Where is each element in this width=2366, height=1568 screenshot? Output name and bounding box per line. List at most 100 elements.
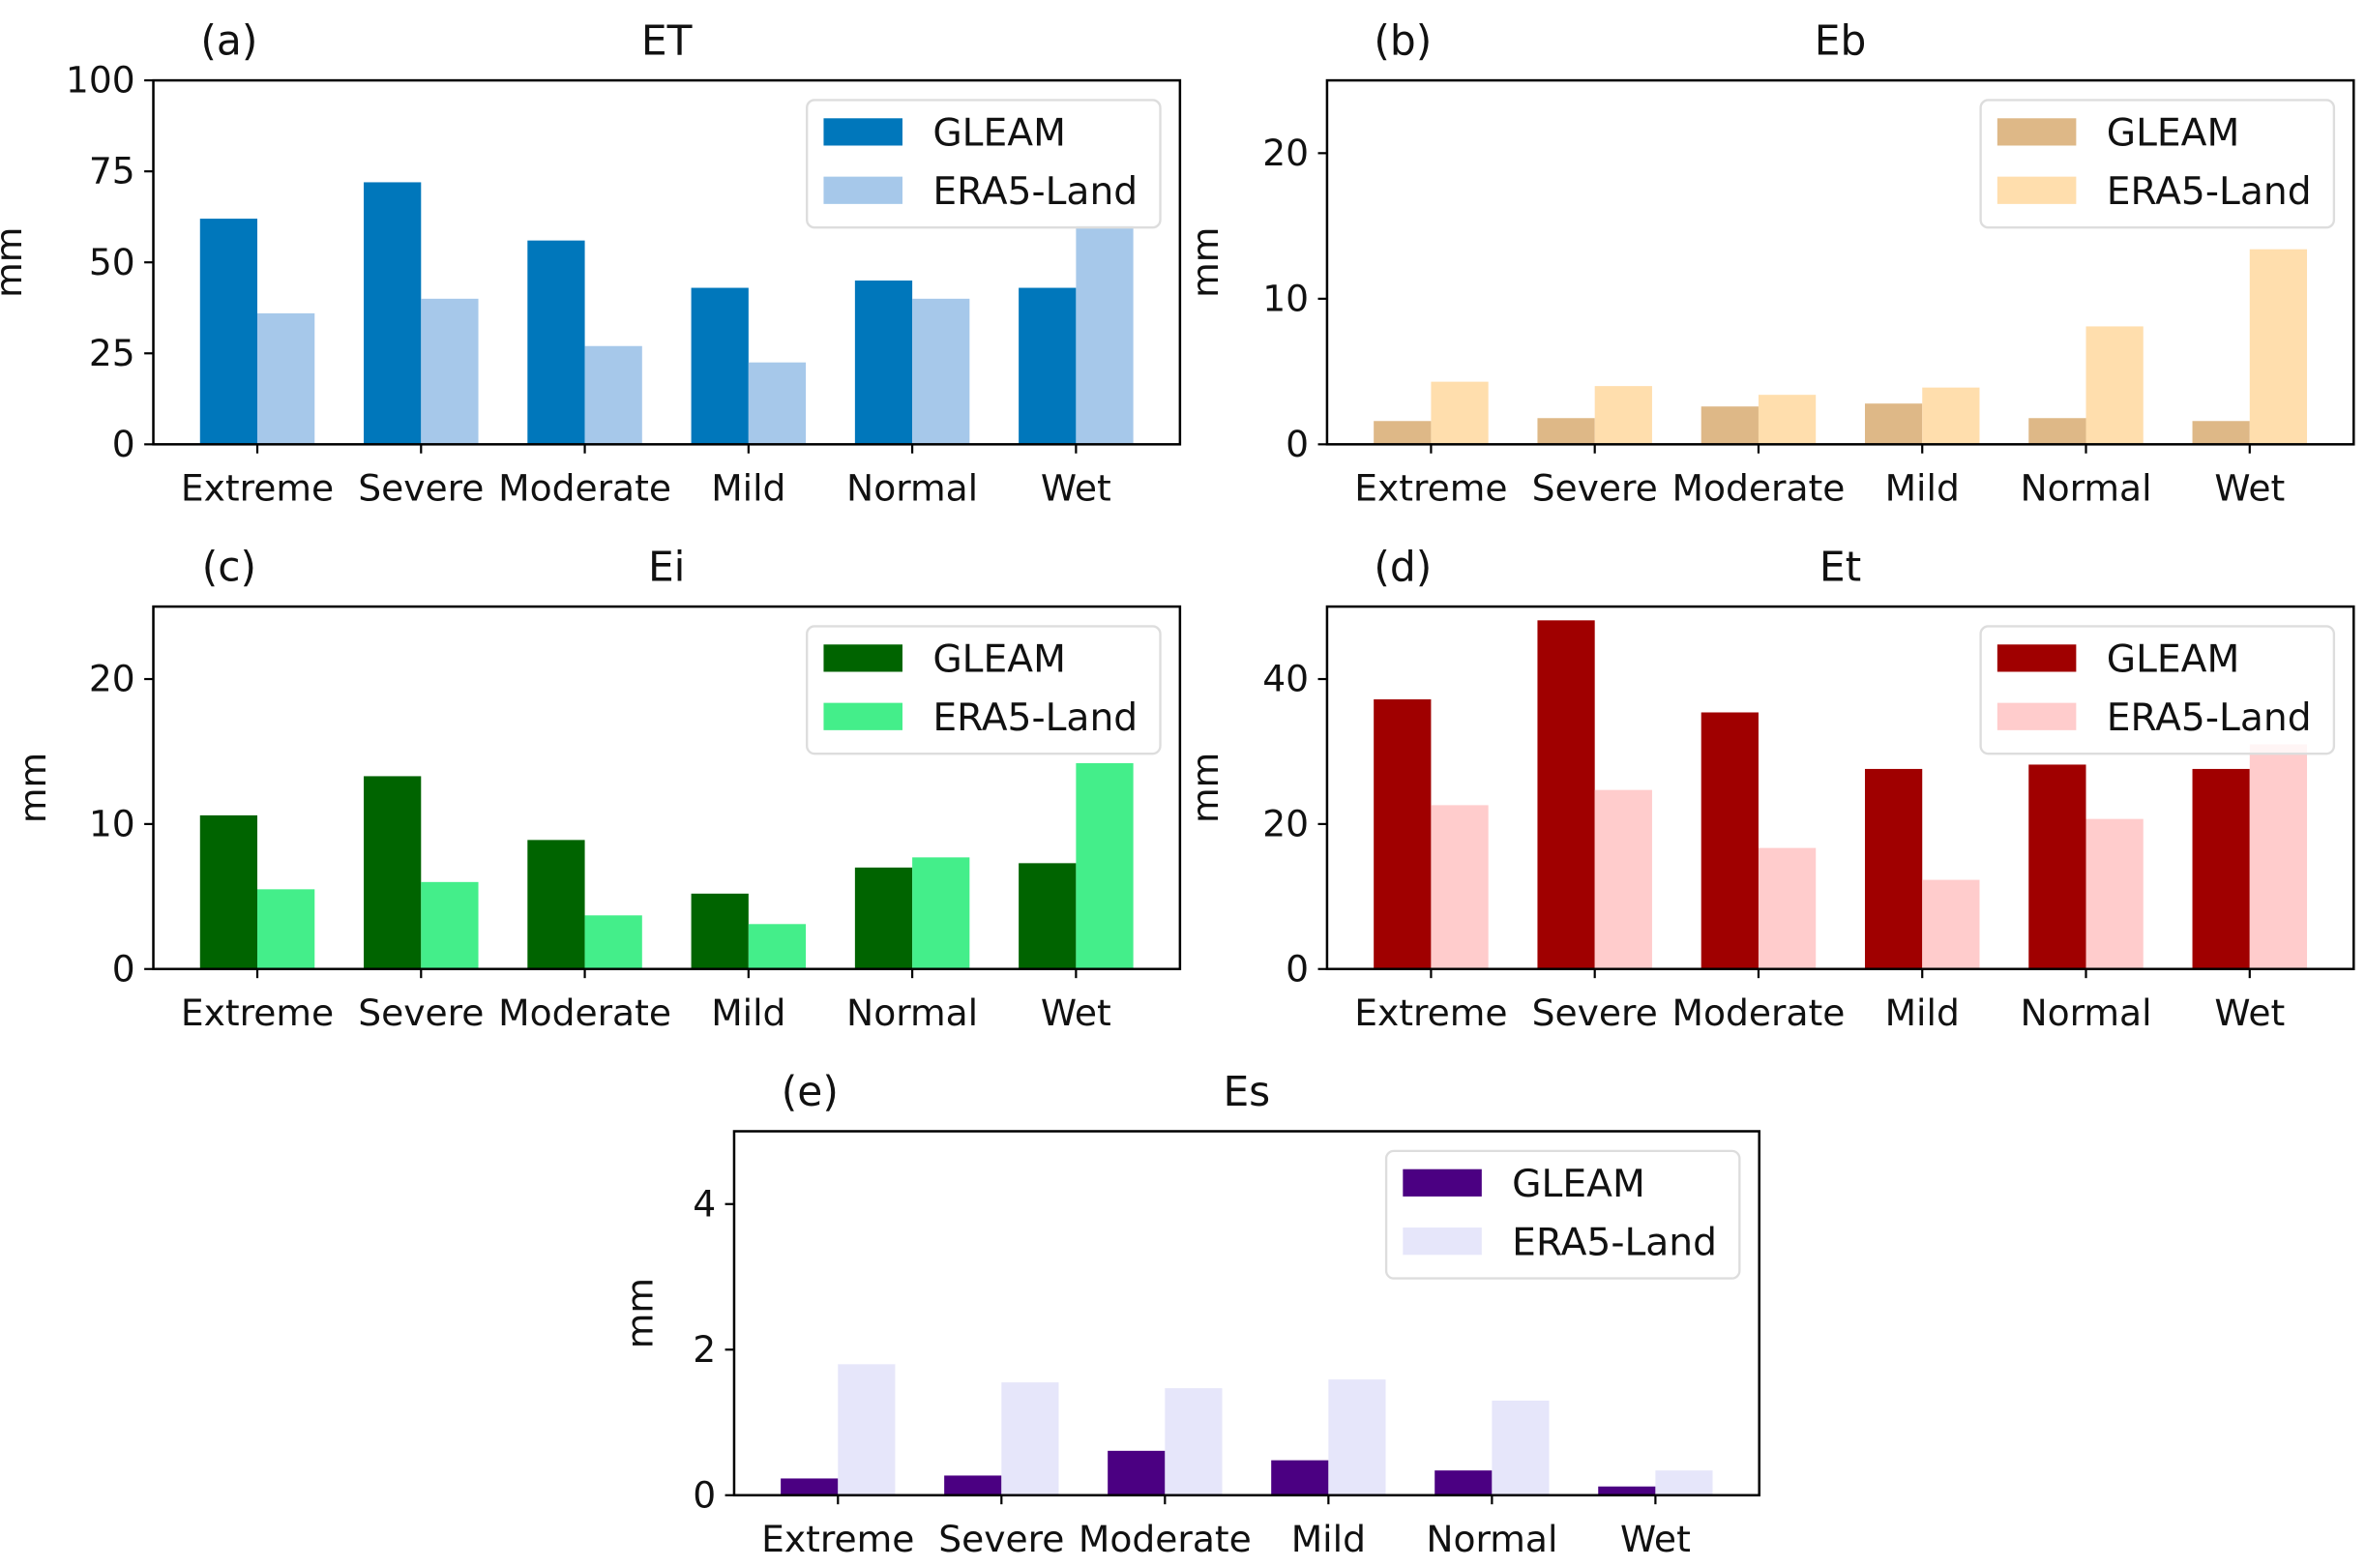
panel-label: (c) — [202, 543, 256, 590]
bar-gleam-normal — [2028, 418, 2086, 445]
bar-era5-land-severe — [421, 881, 479, 969]
bar-era5-land-wet — [1076, 762, 1134, 969]
y-tick-label: 20 — [89, 658, 135, 700]
legend-swatch-gleam — [823, 644, 902, 672]
y-tick-label: 50 — [89, 241, 135, 283]
bar-era5-land-severe — [1594, 789, 1652, 969]
bar-gleam-wet — [2192, 768, 2250, 969]
bar-gleam-mild — [1864, 768, 1923, 969]
panel-label: (d) — [1374, 543, 1432, 590]
y-tick-label: 0 — [693, 1473, 716, 1516]
bar-gleam-extreme — [1374, 421, 1432, 445]
bar-gleam-wet — [1598, 1486, 1656, 1495]
axes-frame — [152, 605, 1182, 971]
axes-frame — [1325, 78, 2355, 446]
y-tick-label: 25 — [89, 332, 135, 374]
y-tick-label: 0 — [1286, 423, 1309, 465]
legend-swatch-era5-land — [823, 176, 902, 204]
bar-gleam-mild — [1271, 1460, 1329, 1495]
bar-era5-land-wet — [2249, 249, 2308, 445]
x-tick-label: Moderate — [498, 466, 671, 509]
bar-era5-land-normal — [1492, 1400, 1550, 1495]
bar-era5-land-mild — [748, 362, 807, 445]
x-tick-label: Mild — [711, 466, 785, 509]
panel-es: Extreme Severe Moderate Mild Normal Wet 0 2 4 mm (… — [618, 1068, 1760, 1560]
bar-gleam-wet — [1019, 863, 1077, 969]
x-tick-label: Extreme — [1354, 991, 1507, 1034]
x-tick-label: Extreme — [761, 1518, 914, 1560]
panel-label: (a) — [200, 16, 257, 64]
x-tick-label: Mild — [711, 991, 785, 1034]
x-tick-label: Wet — [1620, 1518, 1691, 1560]
bar-era5-land-moderate — [1758, 395, 1817, 445]
bar-gleam-extreme — [199, 814, 258, 969]
y-tick-label: 40 — [1262, 658, 1309, 700]
bar-gleam-moderate — [527, 840, 585, 969]
panel-eb: Extreme Severe Moderate Mild Normal Wet 0 10 20 m… — [1184, 16, 2355, 509]
legend-swatch-gleam — [1996, 644, 2077, 672]
y-tick-label: 75 — [89, 150, 135, 192]
x-tick-label: Mild — [1885, 466, 1960, 509]
bar-era5-land-normal — [2085, 818, 2144, 969]
bar-era5-land-wet — [1655, 1470, 1713, 1495]
y-tick-label: 0 — [112, 423, 135, 465]
legend-label: GLEAM — [932, 637, 1066, 681]
y-axis-label: mm — [0, 227, 30, 298]
bar-era5-land-extreme — [257, 312, 315, 445]
x-tick-label: Normal — [1426, 1518, 1557, 1560]
y-tick-label: 2 — [693, 1328, 716, 1371]
y-tick-label: 20 — [1262, 132, 1309, 174]
bar-era5-land-mild — [1328, 1379, 1386, 1495]
bar-gleam-moderate — [1108, 1450, 1166, 1495]
bar-gleam-severe — [364, 776, 422, 969]
x-tick-label: Extreme — [1354, 466, 1507, 509]
x-tick-label: Normal — [2020, 991, 2151, 1034]
bar-era5-land-wet — [1076, 225, 1134, 445]
x-tick-label: Wet — [1041, 991, 1111, 1034]
chart-title: ET — [641, 16, 693, 64]
chart-title: Et — [1819, 543, 1861, 590]
x-tick-label: Severe — [358, 466, 484, 509]
legend-label: ERA5-Land — [932, 696, 1138, 740]
bar-gleam-wet — [2192, 421, 2250, 445]
bar-gleam-normal — [854, 281, 913, 445]
x-tick-label: Moderate — [1079, 1518, 1252, 1560]
bar-gleam-severe — [364, 182, 422, 445]
legend-swatch-gleam — [1996, 118, 2077, 146]
bar-gleam-extreme — [781, 1478, 839, 1495]
legend-label: GLEAM — [932, 111, 1066, 155]
bar-gleam-moderate — [1701, 712, 1759, 969]
bar-era5-land-moderate — [1165, 1388, 1223, 1495]
panel-et: Extreme Severe Moderate Mild Normal Wet 0 25 50 7… — [0, 16, 1182, 509]
chart-title: Es — [1223, 1068, 1270, 1115]
y-axis-label: mm — [12, 753, 54, 823]
bar-gleam-wet — [1019, 287, 1077, 445]
bar-era5-land-mild — [748, 924, 807, 969]
x-tick-label: Mild — [1291, 1518, 1366, 1560]
x-tick-label: Moderate — [1672, 991, 1846, 1034]
legend-swatch-gleam — [823, 118, 902, 146]
panel-et: Extreme Severe Moderate Mild Normal Wet 0 20 40 m… — [1184, 543, 2355, 1034]
panel-label: (b) — [1374, 16, 1432, 64]
legend-swatch-era5-land — [823, 702, 902, 730]
bar-gleam-normal — [854, 867, 913, 969]
x-tick-label: Wet — [2214, 991, 2285, 1034]
bar-era5-land-wet — [2249, 744, 2308, 969]
bar-gleam-normal — [2028, 764, 2086, 969]
x-tick-label: Severe — [938, 1518, 1064, 1560]
bar-gleam-mild — [1864, 403, 1923, 445]
bar-gleam-extreme — [1374, 698, 1432, 969]
legend: GLEAM ERA5-Land — [806, 99, 1162, 229]
y-tick-label: 10 — [1262, 277, 1309, 319]
bar-era5-land-extreme — [838, 1364, 896, 1495]
y-tick-label: 10 — [89, 802, 135, 844]
bar-era5-land-severe — [421, 298, 479, 445]
bar-era5-land-mild — [1922, 387, 1980, 445]
bar-gleam-severe — [1537, 620, 1595, 969]
y-axis-label: mm — [1184, 227, 1227, 298]
legend-label: ERA5-Land — [2107, 696, 2312, 740]
y-tick-label: 0 — [112, 947, 135, 990]
bar-era5-land-extreme — [1431, 805, 1489, 969]
legend-swatch-era5-land — [1996, 702, 2077, 730]
